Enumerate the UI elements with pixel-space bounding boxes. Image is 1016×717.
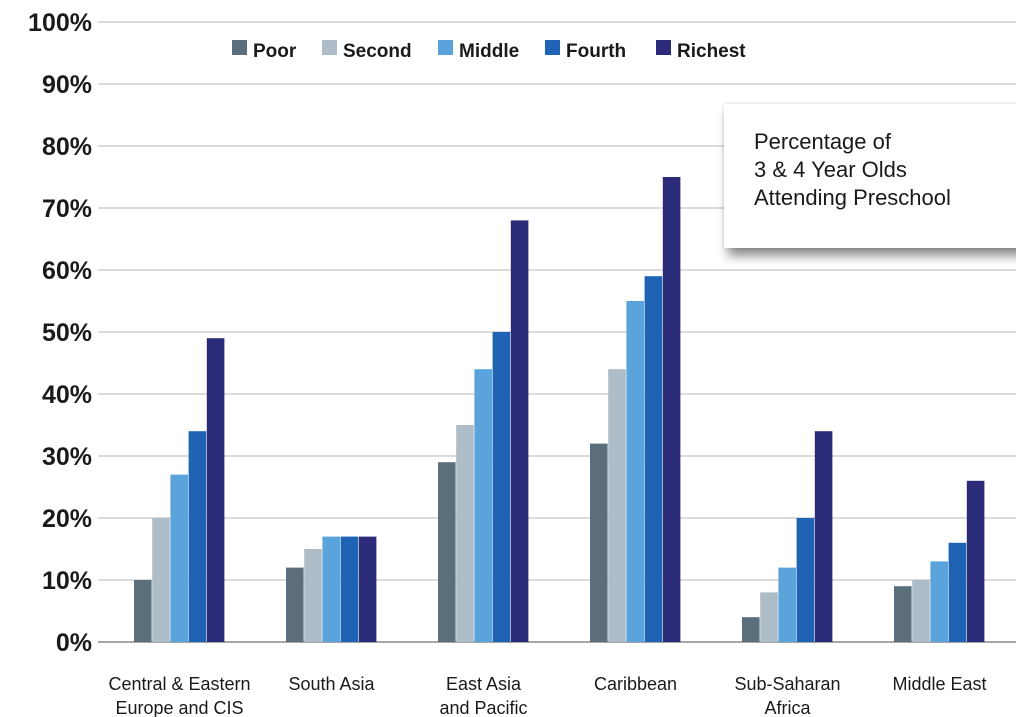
legend-item: Second: [322, 40, 412, 62]
x-category-label: Sub-Saharan Africa: [734, 674, 840, 717]
legend-label: Middle: [459, 41, 519, 62]
legend-label: Second: [343, 41, 412, 62]
legend-item: Richest: [656, 40, 746, 62]
bar: [760, 592, 778, 642]
bar: [492, 332, 511, 642]
bar: [966, 480, 985, 642]
bar: [608, 369, 626, 642]
y-tick-label: 90%: [42, 71, 92, 99]
bar: [626, 301, 644, 642]
bar: [438, 462, 456, 642]
bar: [304, 549, 322, 642]
bar-group: [894, 480, 985, 642]
bar: [340, 536, 359, 642]
x-category-label: East Asia and Pacific: [439, 674, 527, 717]
bar: [814, 431, 833, 642]
y-tick-label: 20%: [42, 505, 92, 533]
legend-swatch: [545, 40, 560, 55]
bar: [188, 431, 207, 642]
legend-label: Richest: [677, 41, 746, 62]
bar: [742, 617, 760, 642]
bar: [358, 536, 377, 642]
x-axis-categories: Central & Eastern Europe and CIS South Asi…: [108, 674, 986, 717]
y-tick-label: 80%: [42, 133, 92, 161]
chart-annotation-text: Percentage of 3 & 4 Year Olds Attending …: [754, 129, 951, 210]
y-tick-label: 50%: [42, 319, 92, 347]
y-tick-label: 100%: [28, 9, 92, 37]
bar: [662, 177, 681, 642]
legend-label: Fourth: [566, 41, 626, 62]
bar: [474, 369, 492, 642]
legend: Poor Second Middle Fourth Richest: [232, 40, 746, 62]
bar: [930, 561, 948, 642]
bar: [456, 425, 474, 642]
legend-swatch: [322, 40, 337, 55]
legend-swatch: [438, 40, 453, 55]
y-tick-label: 0%: [56, 629, 92, 657]
y-tick-label: 60%: [42, 257, 92, 285]
bar: [590, 443, 608, 642]
legend-swatch: [656, 40, 671, 55]
bar-groups: [134, 177, 985, 642]
bar-group: [134, 338, 225, 642]
y-axis-ticks: 0% 10% 20% 30% 40% 50% 60% 70% 80% 90% 100%: [28, 9, 92, 657]
legend-item: Poor: [232, 40, 297, 62]
bar: [206, 338, 225, 642]
legend-swatch: [232, 40, 247, 55]
bar-group: [742, 431, 833, 642]
x-category-label: Central & Eastern Europe and CIS: [108, 674, 250, 717]
legend-label: Poor: [253, 41, 297, 62]
bar: [796, 518, 815, 642]
bar-group: [286, 536, 377, 642]
bar: [894, 586, 912, 642]
bar: [510, 220, 529, 642]
bar: [778, 567, 796, 642]
bar: [170, 474, 188, 642]
y-tick-label: 30%: [42, 443, 92, 471]
bar: [644, 276, 663, 642]
bar: [286, 567, 304, 642]
x-category-label: Middle East: [892, 674, 986, 694]
x-category-label: South Asia: [288, 674, 375, 694]
y-tick-label: 70%: [42, 195, 92, 223]
bar: [134, 580, 152, 642]
bar: [152, 518, 170, 642]
bar: [948, 542, 967, 642]
x-category-label: Caribbean: [594, 674, 677, 694]
legend-item: Middle: [438, 40, 519, 62]
bar-group: [590, 177, 681, 642]
bar: [322, 536, 340, 642]
gridlines: [98, 21, 1016, 643]
y-tick-label: 10%: [42, 567, 92, 595]
bar-group: [438, 220, 529, 642]
legend-item: Fourth: [545, 40, 626, 62]
y-tick-label: 40%: [42, 381, 92, 409]
bar: [912, 580, 930, 642]
chart-annotation-box: Percentage of 3 & 4 Year Olds Attending …: [724, 104, 1016, 248]
